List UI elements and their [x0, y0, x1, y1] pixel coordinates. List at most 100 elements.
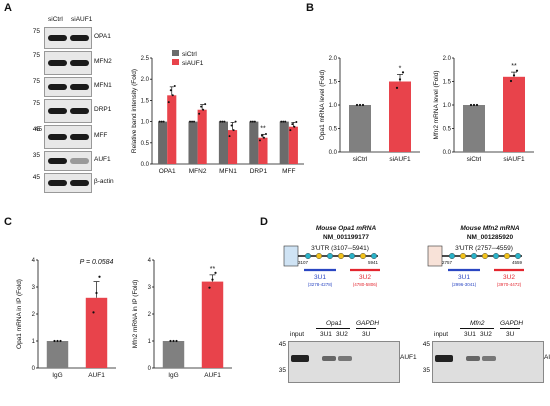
x-tick-label: AUF1	[88, 372, 105, 379]
data-point	[475, 103, 479, 107]
data-point	[264, 132, 267, 135]
data-point	[219, 120, 222, 123]
blot-mw-marker: 75	[32, 28, 40, 35]
gel-band-input	[435, 355, 453, 362]
y-tick-label: 1.5	[141, 98, 150, 104]
gel-lane-label: 3U1	[464, 331, 476, 338]
probe-3u2-range: (4780-5806)	[353, 282, 378, 287]
blot-strip-mff	[44, 125, 92, 149]
y-tick-label: 3	[32, 285, 36, 291]
bar-sictrl	[463, 105, 485, 152]
gel-lane-label: input	[434, 331, 449, 338]
chart-b-opa1-mrna: 0.0 0.5 1.0 1.5 2.0 Opa1 mRNA level (Fold) siC…	[319, 56, 420, 163]
x-tick-label: MFF	[282, 168, 295, 175]
data-point	[401, 71, 405, 74]
panel-letter-d: D	[260, 216, 268, 228]
gel-image	[432, 341, 544, 383]
x-tick-label: IgG	[168, 372, 178, 379]
significance-label: *	[399, 65, 402, 72]
data-point	[398, 78, 402, 81]
data-point	[515, 69, 519, 72]
blot-mw-marker: 45	[32, 126, 40, 133]
x-tick-label: siAUF1	[389, 156, 411, 163]
gel-mw-45: 45	[278, 341, 286, 348]
y-tick-label: 4	[32, 258, 36, 264]
p-value-label: P = 0.0584	[80, 259, 114, 266]
blot-band	[48, 60, 67, 66]
blot-mw-marker: 35	[32, 152, 40, 159]
data-point	[251, 120, 254, 123]
are-motif	[359, 253, 366, 260]
are-motif	[337, 253, 344, 260]
data-point	[162, 120, 165, 123]
blot-band	[70, 84, 89, 90]
gel-gapdh-underline	[500, 328, 520, 329]
data-point	[173, 84, 176, 87]
blot-label-β-actin: β-actin	[94, 178, 114, 185]
gel-gene-underline	[316, 328, 350, 329]
y-tick-label: 4	[148, 258, 152, 264]
blot-band	[48, 134, 67, 140]
gel-band-3u2	[338, 356, 352, 361]
blot-mw-extra: 45	[34, 126, 42, 133]
blot-band	[70, 158, 89, 164]
probe-3u2-label: 3U2	[503, 274, 515, 281]
data-point	[469, 103, 473, 107]
blot-label-drp1: DRP1	[94, 106, 112, 113]
utr-range-label: 3'UTR (2757─4559)	[455, 245, 513, 252]
y-tick-label: 2.5	[141, 56, 150, 62]
data-point	[395, 86, 399, 89]
legend-swatch	[172, 59, 179, 65]
are-motif	[348, 253, 355, 260]
gel-mw-35: 35	[422, 367, 430, 374]
data-point	[512, 74, 516, 77]
data-point	[158, 120, 161, 123]
y-tick-label: 2	[148, 312, 152, 318]
probe-3u1-label: 3U1	[314, 274, 326, 281]
blot-strip-β-actin	[44, 173, 92, 193]
probe-3u1-range: (3278-4278)	[308, 282, 333, 287]
gel-gene-label: Opa1	[326, 320, 342, 327]
gel-band-3u1	[322, 356, 336, 361]
blot-band	[48, 108, 67, 114]
gel-band-3u2	[482, 356, 496, 361]
significance-label: **	[511, 63, 517, 70]
cds-box	[283, 245, 299, 267]
y-tick-label: 2.0	[141, 77, 150, 83]
data-point	[175, 339, 178, 343]
data-point	[208, 286, 211, 289]
blot-strip-opa1	[44, 27, 92, 49]
schematic-title: Mouse Opa1 mRNA	[316, 225, 377, 232]
data-point	[253, 120, 256, 123]
data-point	[95, 291, 98, 295]
bar-siauf1	[503, 76, 525, 152]
blot-col-label-sictrl: siCtrl	[48, 16, 63, 23]
x-tick-label: AUF1	[204, 372, 221, 379]
data-point	[289, 129, 292, 132]
are-motif	[459, 253, 466, 260]
are-motif	[327, 253, 334, 260]
y-tick-label: 0.5	[141, 141, 150, 147]
data-point	[355, 103, 359, 107]
blot-mw-marker: 75	[32, 78, 40, 85]
data-point	[191, 120, 194, 123]
data-point	[262, 136, 265, 139]
bar-igg	[162, 341, 185, 368]
x-tick-label: OPA1	[159, 168, 176, 175]
data-point	[204, 103, 207, 106]
blot-label-opa1: OPA1	[94, 33, 111, 40]
data-point	[189, 120, 192, 123]
data-point	[472, 103, 476, 107]
probe-3u1-label: 3U1	[458, 274, 470, 281]
blot-label-mfn2: MFN2	[94, 58, 112, 65]
data-point	[221, 120, 224, 123]
data-point	[295, 121, 298, 124]
y-tick-label: 0.0	[329, 150, 338, 156]
data-point	[56, 339, 59, 343]
gel-gene-underline	[460, 328, 494, 329]
blot-strip-auf1	[44, 151, 92, 171]
gel-lane-label: 3U2	[336, 331, 348, 338]
data-point	[211, 278, 214, 281]
gel-image	[288, 341, 400, 383]
y-tick-label: 0	[148, 366, 152, 372]
